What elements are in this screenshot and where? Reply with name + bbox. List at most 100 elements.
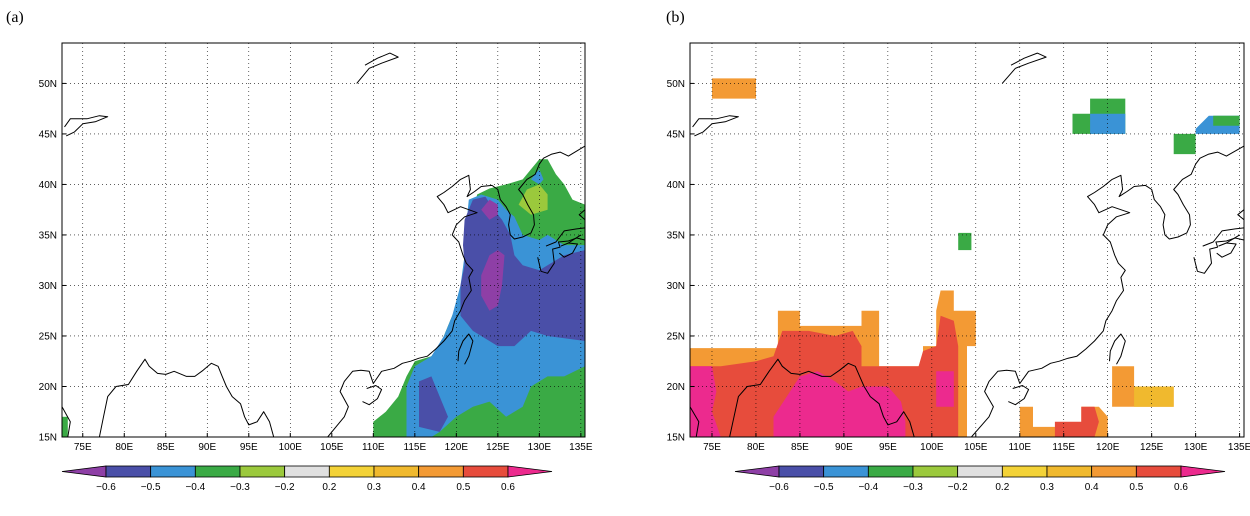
colorbar-label: −0.4	[858, 482, 878, 493]
colorbar-label: 0.6	[1174, 482, 1188, 493]
lon-tick-label: 115E	[404, 442, 427, 453]
colorbar-label: −0.4	[185, 482, 205, 493]
coastline	[1216, 242, 1237, 258]
coastline	[457, 333, 474, 365]
coastline	[1008, 385, 1030, 406]
colorbar-label: −0.5	[814, 482, 834, 493]
colorbar-label: 0.2	[995, 482, 1009, 493]
lat-tick-label: 15N	[39, 433, 57, 444]
colorbar-segment	[150, 465, 196, 478]
lon-tick-label: 120E	[1096, 442, 1120, 453]
colorbar-label: −0.3	[230, 482, 250, 493]
colorbar-segment	[418, 465, 464, 478]
lat-tick-label: 20N	[39, 382, 57, 393]
shaded-region	[1173, 133, 1196, 155]
colorbar-segment	[194, 465, 241, 478]
lon-tick-label: 110E	[362, 442, 385, 453]
lon-tick-label: 95E	[879, 442, 897, 453]
lon-tick-label: 125E	[486, 442, 510, 453]
colorbar-label: 0.3	[367, 482, 381, 493]
coastline	[729, 358, 915, 437]
lon-tick-label: 100E	[279, 442, 303, 453]
lat-tick-label: 40N	[39, 180, 57, 191]
colorbar-segment	[1091, 465, 1137, 478]
lon-tick-label: 125E	[1140, 442, 1164, 453]
lat-tick-label: 50N	[667, 79, 685, 90]
shaded-region	[481, 199, 498, 220]
shaded-region	[936, 371, 954, 407]
colorbar-label: −0.2	[275, 482, 295, 493]
lon-tick-label: 80E	[115, 442, 133, 453]
colorbar-label: 0.2	[322, 482, 336, 493]
coastline	[537, 237, 585, 274]
lon-tick-label: 85E	[157, 442, 175, 453]
colorbar-segment	[507, 465, 553, 478]
map-frame	[689, 42, 1245, 438]
lat-tick-label: 35N	[667, 230, 685, 241]
colorbar-label: 0.5	[1129, 482, 1143, 493]
lon-tick-label: 80E	[747, 442, 765, 453]
lon-tick-label: 90E	[835, 442, 853, 453]
colorbar-segment	[957, 465, 1003, 478]
colorbar-segment	[1001, 465, 1048, 478]
coastline	[356, 52, 399, 84]
lon-tick-label: 135E	[569, 442, 593, 453]
shaded-region	[1134, 386, 1174, 407]
lat-tick-label: 45N	[667, 129, 685, 140]
colorbar: −0.6 −0.5 −0.4 −0.3 −0.2 0.2 0.3 0.4 0.5 0.6	[734, 465, 1226, 493]
coastline	[971, 145, 1244, 437]
shaded-region	[712, 78, 756, 99]
coastline	[1237, 209, 1244, 221]
colorbar-segment	[462, 465, 509, 478]
lat-tick-label: 35N	[39, 230, 57, 241]
colorbar-segment	[373, 465, 420, 478]
lon-tick-label: 95E	[240, 442, 258, 453]
coastline	[690, 406, 700, 437]
colorbar-segment	[61, 465, 107, 478]
lat-tick-label: 30N	[39, 281, 57, 292]
shaded-region	[773, 371, 906, 437]
lon-tick-label: 110E	[1008, 442, 1031, 453]
lat-tick-label: 45N	[39, 129, 57, 140]
map-frame	[61, 42, 586, 438]
colorbar-label: 0.4	[1085, 482, 1099, 493]
coastline	[62, 406, 71, 437]
colorbar-segment	[778, 465, 825, 478]
colorbar-segment	[1135, 465, 1182, 478]
coastline	[1109, 333, 1126, 365]
colorbar-segment	[1046, 465, 1093, 478]
shaded-region	[531, 169, 544, 185]
colorbar-segment	[734, 465, 780, 478]
lat-tick-label: 15N	[667, 433, 685, 444]
colorbar-label: 0.3	[1040, 482, 1054, 493]
shaded-region	[62, 416, 68, 437]
lat-tick-label: 25N	[667, 331, 685, 342]
lon-tick-label: 90E	[198, 442, 216, 453]
coastline	[64, 115, 109, 137]
coastline	[1226, 234, 1240, 244]
colorbar-segment	[328, 465, 375, 478]
lon-tick-label: 120E	[445, 442, 469, 453]
coastline	[1202, 227, 1244, 247]
lon-tick-label: 105E	[964, 442, 988, 453]
coastline	[327, 145, 585, 437]
colorbar-segment	[284, 465, 330, 478]
colorbar-label: −0.6	[96, 482, 116, 493]
map-panel-b: 75E 80E 85E 90E 95E 100E 105E 110E 115E 120E 125E 1…	[667, 42, 1250, 493]
lon-tick-label: 135E	[1228, 442, 1250, 453]
lat-tick-label: 20N	[667, 382, 685, 393]
colorbar: −0.6 −0.5 −0.4 −0.3 −0.2 0.2 0.3 0.4 0.5 0.6	[61, 465, 553, 493]
colorbar-segment	[867, 465, 914, 478]
colorbar-label: 0.6	[501, 482, 515, 493]
colorbar-label: −0.5	[141, 482, 161, 493]
shaded-region	[481, 250, 505, 311]
map-panel-a: 75E 80E 85E 90E 95E 100E 105E 110E 115E 120E 125E 1…	[39, 42, 593, 493]
coastline	[692, 115, 739, 137]
coastline	[1001, 52, 1047, 84]
colorbar-label: −0.6	[769, 482, 789, 493]
lon-tick-label: 75E	[74, 442, 92, 453]
shaded-region	[518, 184, 548, 215]
coastline	[578, 209, 585, 221]
lat-tick-label: 50N	[39, 79, 57, 90]
